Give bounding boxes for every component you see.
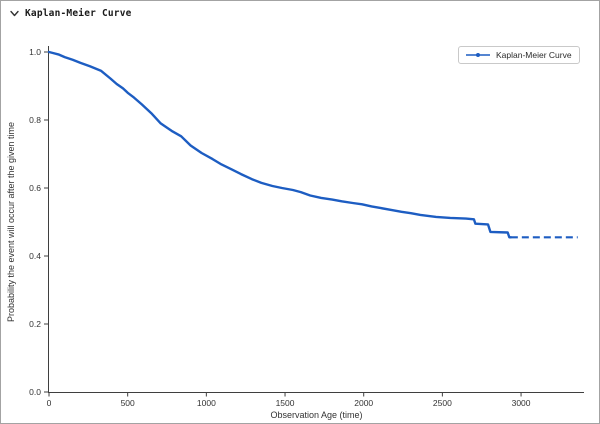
section-title: Kaplan-Meier Curve xyxy=(25,8,132,19)
x-tick-label: 3000 xyxy=(512,398,531,408)
chevron-down-icon xyxy=(10,9,19,18)
y-tick-label: 1.0 xyxy=(29,47,41,57)
x-tick-label: 2500 xyxy=(433,398,452,408)
section-collapse-header[interactable]: Kaplan-Meier Curve xyxy=(10,8,132,19)
y-tick-label: 0.2 xyxy=(29,319,41,329)
legend-line-marker-icon xyxy=(465,51,491,59)
y-tick-label: 0.6 xyxy=(29,183,41,193)
y-tick-label: 0.4 xyxy=(29,251,41,261)
legend-box: Kaplan-Meier Curve xyxy=(458,46,580,64)
x-tick-label: 1000 xyxy=(197,398,216,408)
x-tick-label: 2000 xyxy=(354,398,373,408)
y-tick-label: 0.0 xyxy=(29,387,41,397)
x-tick-label: 1500 xyxy=(276,398,295,408)
y-tick-label: 0.8 xyxy=(29,115,41,125)
y-axis-title: Probability the event will occur after t… xyxy=(6,122,16,322)
x-axis-title: Observation Age (time) xyxy=(270,410,362,420)
x-tick-label: 500 xyxy=(121,398,135,408)
legend-label: Kaplan-Meier Curve xyxy=(496,50,572,60)
km-curve-line xyxy=(47,50,512,239)
x-tick-label: 0 xyxy=(47,398,52,408)
